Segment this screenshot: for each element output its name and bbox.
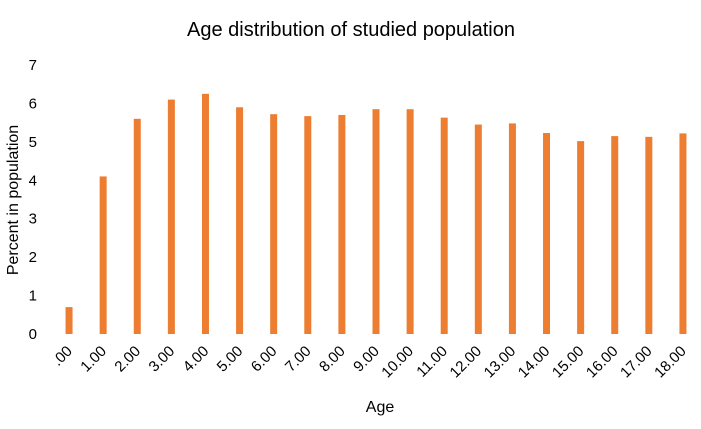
y-tick-label: 2 xyxy=(29,249,37,266)
x-tick-label: 7.00 xyxy=(282,343,315,376)
bar-12 xyxy=(474,124,482,334)
x-tick-label: 16.00 xyxy=(583,343,622,382)
bar-4 xyxy=(201,93,209,334)
bar-2 xyxy=(133,118,141,334)
bars-group xyxy=(65,93,687,335)
x-tick-label: 1.00 xyxy=(77,343,110,376)
x-tick-label: 8.00 xyxy=(316,343,349,376)
y-tick-label: 5 xyxy=(29,134,37,151)
bar-18 xyxy=(679,133,687,334)
bar-13 xyxy=(508,123,516,334)
x-tick-label: 6.00 xyxy=(248,343,281,376)
bar-14 xyxy=(543,133,551,334)
x-tick-label: 14.00 xyxy=(515,343,554,382)
x-tick-label: 12.00 xyxy=(447,343,486,382)
bar-10 xyxy=(406,109,414,334)
x-tick-label: 4.00 xyxy=(180,343,213,376)
x-tick-label: 5.00 xyxy=(214,343,247,376)
x-tick-label: 11.00 xyxy=(413,343,451,381)
bar-3 xyxy=(167,99,175,334)
x-tick-label: 17.00 xyxy=(617,343,656,382)
x-tick-label: 10.00 xyxy=(378,343,417,382)
y-tick-label: 7 xyxy=(29,57,37,74)
bar-7 xyxy=(304,116,312,334)
x-axis-ticks: .00 1.00 2.00 3.00 4.00 5.00 6.00 7.00 8.00 9.001… xyxy=(49,343,690,382)
bar-11 xyxy=(440,117,448,334)
bar-5 xyxy=(236,107,244,335)
bar-15 xyxy=(577,141,585,334)
bar-9 xyxy=(372,109,380,334)
y-tick-label: 4 xyxy=(29,172,37,189)
x-tick-label: .00 xyxy=(49,343,76,370)
bar-8 xyxy=(338,114,346,334)
bar-16 xyxy=(611,136,619,334)
y-tick-label: 0 xyxy=(29,326,37,343)
chart-title: Age distribution of studied population xyxy=(187,19,515,41)
bar-6 xyxy=(270,114,278,334)
bar-17 xyxy=(645,136,653,334)
x-axis-label: Age xyxy=(366,399,395,416)
x-tick-label: 9.00 xyxy=(350,343,383,376)
x-tick-label: 2.00 xyxy=(111,343,144,376)
y-tick-label: 6 xyxy=(29,95,37,112)
y-axis-ticks: 0 1 2 3 4 5 6 7 xyxy=(29,57,37,343)
x-tick-label: 18.00 xyxy=(651,343,690,382)
x-tick-label: 15.00 xyxy=(549,343,588,382)
y-tick-label: 3 xyxy=(29,211,37,228)
y-tick-label: 1 xyxy=(29,288,37,305)
y-axis-label: Percent in population xyxy=(5,125,22,275)
bar-1 xyxy=(99,176,107,334)
x-tick-label: 3.00 xyxy=(146,343,179,376)
bar-0 xyxy=(65,307,73,334)
x-tick-label: 13.00 xyxy=(481,343,520,382)
